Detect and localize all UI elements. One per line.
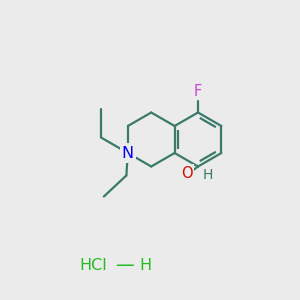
Text: HCl: HCl [79, 258, 107, 273]
Text: N: N [122, 146, 134, 160]
Text: H: H [203, 168, 214, 182]
Text: H: H [140, 258, 152, 273]
Text: F: F [194, 84, 202, 99]
Text: —: — [115, 256, 134, 275]
Text: O: O [181, 166, 192, 181]
